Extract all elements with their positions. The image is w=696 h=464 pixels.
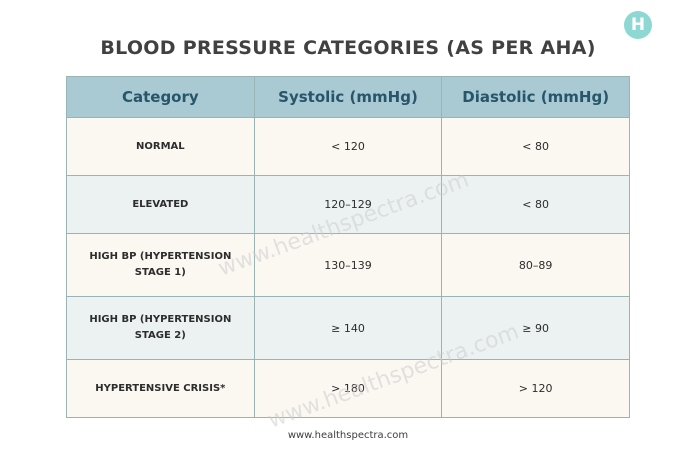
category-cell: NORMAL	[66, 117, 255, 176]
table-row: HIGH BP (HYPERTENSION STAGE 2) ≥ 140 ≥ 9…	[66, 296, 630, 360]
logo-letter: H	[630, 14, 646, 35]
table-row: ELEVATED 120–129 < 80	[66, 175, 630, 234]
header-systolic: Systolic (mmHg)	[253, 76, 443, 118]
systolic-cell: 130–139	[253, 233, 443, 297]
diastolic-cell: > 120	[441, 359, 630, 418]
systolic-cell: < 120	[253, 117, 443, 176]
category-cell: HYPERTENSIVE CRISIS*	[66, 359, 255, 418]
page-title: BLOOD PRESSURE CATEGORIES (AS PER AHA)	[100, 37, 596, 59]
diastolic-cell: < 80	[441, 175, 630, 234]
category-cell: HIGH BP (HYPERTENSION STAGE 1)	[66, 233, 255, 297]
systolic-cell: 120–129	[253, 175, 443, 234]
table-header-row: Category Systolic (mmHg) Diastolic (mmHg…	[66, 76, 630, 118]
bp-categories-table: Category Systolic (mmHg) Diastolic (mmHg…	[66, 76, 630, 418]
table-row: HYPERTENSIVE CRISIS* > 180 > 120	[66, 359, 630, 418]
systolic-cell: ≥ 140	[253, 296, 443, 360]
header-diastolic: Diastolic (mmHg)	[441, 76, 630, 118]
footer-url: www.healthspectra.com	[287, 430, 409, 441]
healthspectra-logo-icon: H	[624, 11, 652, 39]
table-row: NORMAL < 120 < 80	[66, 117, 630, 176]
category-cell: ELEVATED	[66, 175, 255, 234]
header-category: Category	[66, 76, 255, 118]
category-cell: HIGH BP (HYPERTENSION STAGE 2)	[66, 296, 255, 360]
diastolic-cell: 80–89	[441, 233, 630, 297]
systolic-cell: > 180	[253, 359, 443, 418]
diastolic-cell: ≥ 90	[441, 296, 630, 360]
diastolic-cell: < 80	[441, 117, 630, 176]
table-row: HIGH BP (HYPERTENSION STAGE 1) 130–139 8…	[66, 233, 630, 297]
